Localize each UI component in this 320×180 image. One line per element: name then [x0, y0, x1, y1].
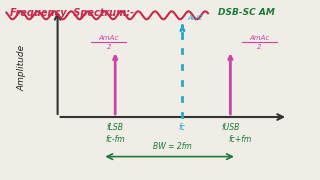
Text: AmAc: AmAc — [99, 35, 119, 41]
Text: fc+fm: fc+fm — [228, 135, 252, 144]
Text: Amplitude: Amplitude — [18, 45, 27, 91]
Text: fc: fc — [179, 123, 186, 132]
Text: fc-fm: fc-fm — [105, 135, 125, 144]
Text: 2: 2 — [257, 44, 261, 50]
Text: BW = 2fm: BW = 2fm — [153, 142, 192, 151]
Text: Frequency  Spectrum:-: Frequency Spectrum:- — [10, 8, 134, 18]
Text: fUSB: fUSB — [221, 123, 240, 132]
Text: DSB-SC AM: DSB-SC AM — [218, 8, 275, 17]
Text: fLSB: fLSB — [107, 123, 124, 132]
Text: 2: 2 — [107, 44, 111, 50]
Text: AmAc: AmAc — [249, 35, 269, 41]
Text: Ac/2: Ac/2 — [188, 15, 203, 21]
